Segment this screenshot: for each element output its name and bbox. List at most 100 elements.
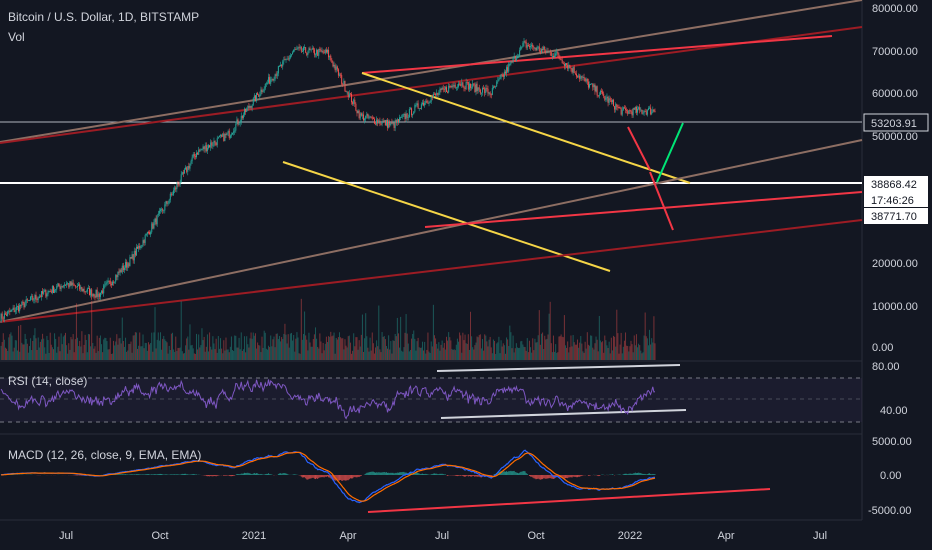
candle-body (318, 48, 320, 56)
volume-bar (390, 341, 392, 360)
candle-body (403, 114, 405, 115)
macd-histogram-bar (436, 473, 438, 475)
macd-histogram-bar (332, 475, 334, 481)
volume-bar (1, 342, 3, 360)
candle-body (301, 51, 303, 52)
macd-histogram-bar (336, 475, 338, 481)
volume-bar (639, 345, 641, 360)
macd-histogram-bar (533, 475, 535, 479)
candle-body (635, 107, 637, 113)
macd-histogram-bar (387, 472, 389, 475)
macd-histogram-bar (229, 475, 231, 477)
candle-body (357, 110, 359, 114)
macd-histogram-bar (630, 473, 632, 475)
volume-bar (188, 349, 190, 360)
macd-histogram-bar (370, 471, 372, 475)
volume-bar (235, 335, 237, 360)
candle-body (456, 86, 458, 88)
candle-body (594, 84, 596, 92)
candle-body (310, 49, 312, 51)
macd-label[interactable]: MACD (12, 26, close, 9, EMA, EMA) (8, 448, 201, 462)
macd-histogram-bar (342, 475, 344, 481)
macd-histogram-bar (252, 473, 254, 475)
volume-bar (189, 324, 191, 360)
candle-body (145, 233, 147, 235)
macd-histogram-bar (638, 472, 640, 475)
candle-body (417, 103, 419, 109)
macd-histogram-bar (399, 472, 401, 475)
candle-body (604, 96, 606, 100)
volume-bar (212, 336, 214, 360)
price-tag-53203: 53203.91 (863, 113, 929, 132)
volume-bar (559, 336, 561, 360)
candle-body (346, 91, 348, 93)
candle-body (276, 73, 278, 76)
macd-histogram-bar (510, 470, 512, 475)
candle-body (392, 122, 394, 124)
volume-bar (261, 336, 263, 360)
rsi-label[interactable]: RSI (14, close) (8, 374, 87, 388)
volume-bar (181, 351, 183, 360)
volume-bar (114, 345, 116, 360)
price-axis[interactable]: 80000.00 70000.00 60000.00 50000.00 2000… (863, 3, 929, 517)
volume-bar (13, 347, 15, 360)
price-tick: 60000.00 (872, 88, 918, 100)
volume-bar (428, 351, 430, 360)
volume-bar (547, 334, 549, 360)
macd-histogram-bar (158, 473, 160, 475)
candle-body (237, 119, 239, 125)
volume-bar (384, 339, 386, 360)
volume-bar (594, 343, 596, 360)
candle-body (269, 77, 271, 84)
candle-body (15, 306, 17, 311)
volume-bar (204, 351, 206, 360)
volume-bar (470, 311, 472, 360)
volume-bar (460, 335, 462, 360)
macd-histogram-bar (421, 473, 423, 475)
candle-body (93, 293, 95, 297)
candle-body (208, 145, 210, 148)
time-axis[interactable]: Jul Oct 2021 Apr Jul Oct 2022 Apr Jul (59, 530, 827, 542)
macd-histogram-bar (169, 474, 171, 475)
candle-body (236, 119, 238, 124)
macd-histogram-bar (349, 475, 351, 479)
macd-histogram-bar (210, 475, 212, 477)
macd-histogram-bar (425, 473, 427, 475)
candle-body (348, 93, 350, 98)
candle-body (278, 66, 280, 67)
volume-bar (377, 346, 379, 360)
volume-bar (381, 332, 383, 360)
volume-bar (438, 342, 440, 360)
volume-bar (542, 332, 544, 360)
macd-histogram-bar (627, 474, 629, 475)
volume-bar (194, 353, 196, 360)
macd-histogram-bar (240, 473, 242, 475)
volume-bar (51, 347, 53, 360)
candle-body (368, 117, 370, 119)
volume-bar (293, 335, 295, 360)
candle-body (485, 88, 487, 93)
rsi-tick: 40.00 (880, 405, 908, 417)
macd-histogram-bar (344, 475, 346, 481)
candle-body (500, 74, 502, 78)
candle-body (492, 86, 494, 89)
candle-body (146, 232, 148, 234)
candle-body (313, 49, 315, 55)
volume-bar (487, 346, 489, 360)
volume-bar (92, 342, 94, 360)
volume-bar (417, 337, 419, 360)
volume-bar (141, 346, 143, 360)
volume-bar (226, 349, 228, 360)
volume-bar (518, 348, 520, 360)
candle-body (324, 49, 326, 54)
volume-bar (585, 348, 587, 360)
macd-histogram-bar (329, 475, 331, 478)
macd-histogram-bar (545, 475, 547, 479)
volume-bar (436, 343, 438, 360)
volume-bar (9, 334, 11, 360)
volume-bar (605, 340, 607, 360)
candle-body (121, 265, 123, 273)
macd-histogram-bar (261, 474, 263, 475)
rsi-trendline-bottom (440, 409, 687, 419)
